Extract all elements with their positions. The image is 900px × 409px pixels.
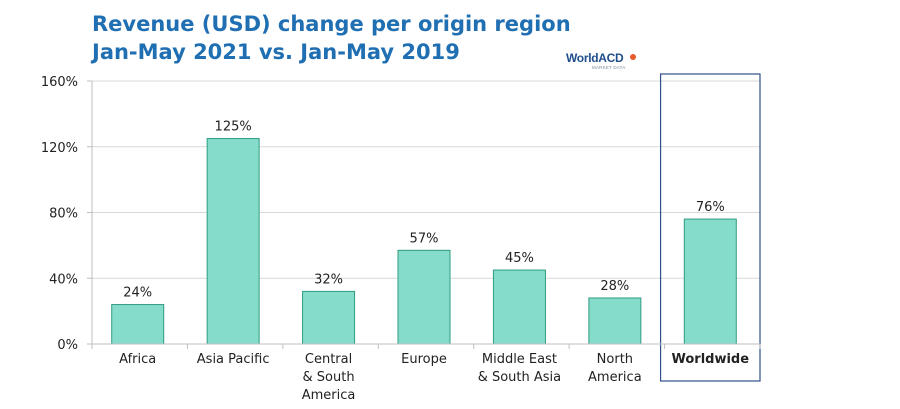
- data-label: 45%: [505, 251, 534, 266]
- data-label: 28%: [600, 279, 629, 294]
- bar: [588, 297, 642, 345]
- x-category-label: Middle East & South Asia: [478, 352, 561, 385]
- logo-text: WorldACD: [566, 51, 624, 65]
- bar: [492, 269, 546, 345]
- y-tick-label: 80%: [49, 207, 78, 222]
- x-category-label: Asia Pacific: [197, 352, 270, 367]
- data-label: 76%: [696, 200, 725, 215]
- y-tick-label: 0%: [57, 338, 78, 353]
- y-tick-label: 40%: [49, 272, 78, 287]
- bar: [683, 218, 737, 345]
- chart-title-line-1: Revenue (USD) change per origin region: [92, 12, 571, 36]
- logo-dot-icon: [630, 54, 636, 60]
- x-category-label: North America: [588, 352, 642, 385]
- bar: [302, 290, 356, 345]
- data-label: 125%: [215, 120, 252, 135]
- y-tick-label: 120%: [41, 141, 78, 156]
- data-label: 57%: [410, 231, 439, 246]
- worldwide-highlight-box: [659, 73, 761, 382]
- chart-title: Revenue (USD) change per origin region J…: [92, 10, 571, 66]
- y-tick-label: 160%: [41, 75, 78, 90]
- logo-subtext: MARKET DATA: [592, 65, 626, 70]
- x-category-label: Europe: [401, 352, 447, 367]
- chart-title-line-2: Jan-May 2021 vs. Jan-May 2019: [92, 40, 460, 64]
- data-label: 32%: [314, 272, 343, 287]
- data-label: 24%: [123, 286, 152, 301]
- x-category-label: Central & South America: [302, 352, 356, 403]
- bar: [206, 138, 260, 345]
- bar: [397, 249, 451, 345]
- x-category-label: Africa: [119, 352, 156, 367]
- x-category-label: Worldwide: [671, 352, 749, 367]
- worldacd-logo: WorldACD MARKET DATA: [566, 51, 646, 75]
- bar: [111, 304, 165, 345]
